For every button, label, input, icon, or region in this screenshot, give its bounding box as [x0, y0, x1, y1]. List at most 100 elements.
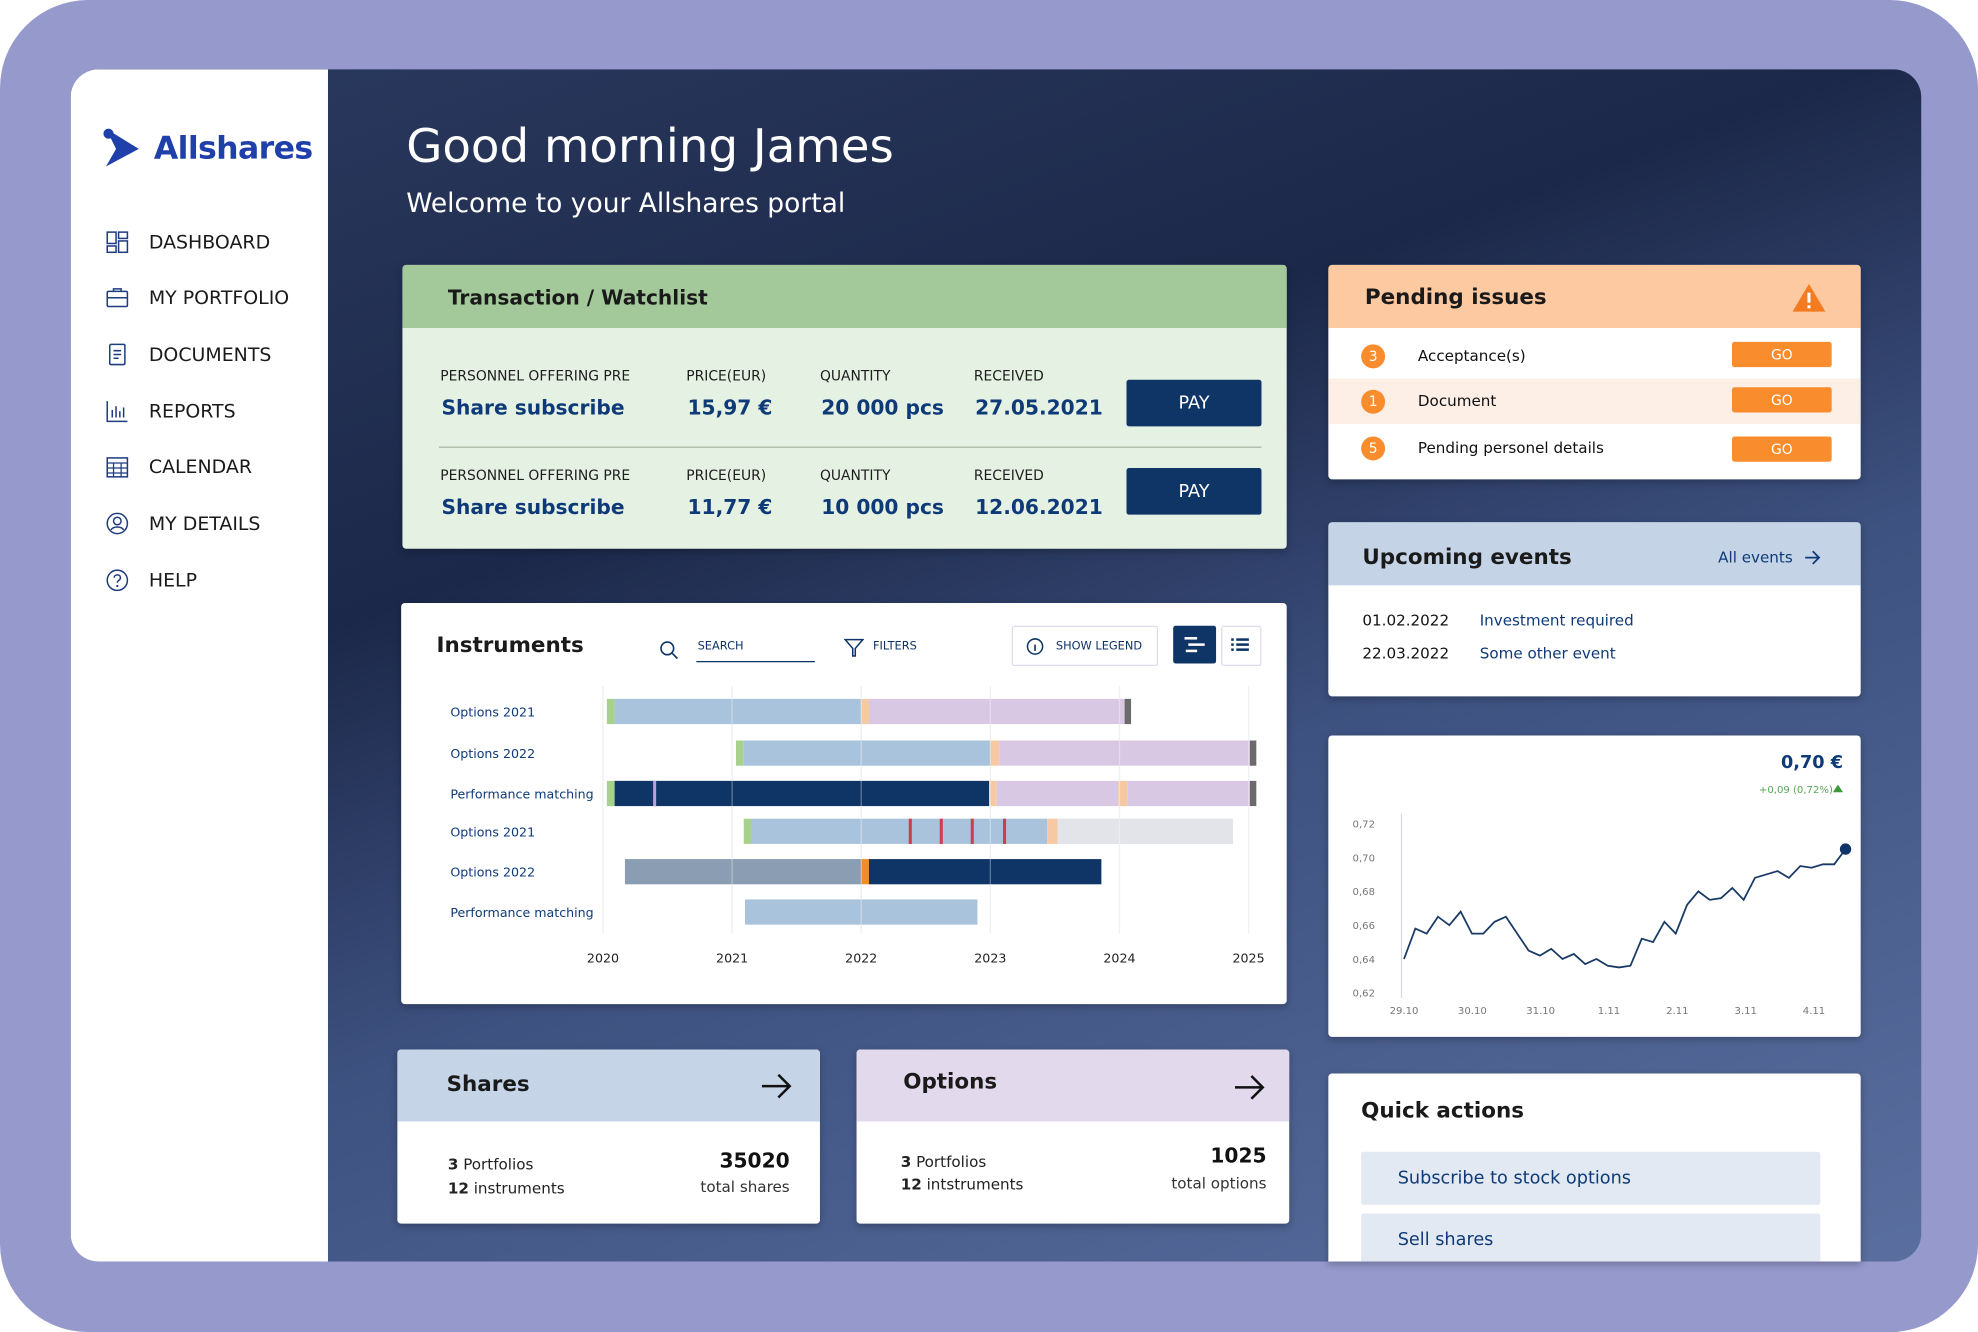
card-header	[856, 1049, 1290, 1122]
gantt-segment	[1249, 780, 1257, 807]
price-label: PRICE(EUR)	[686, 467, 767, 484]
search-input[interactable]: SEARCH	[697, 640, 744, 654]
quantity-value: 20 000 pcs	[821, 395, 944, 420]
search-underline	[696, 661, 815, 663]
price-label: PRICE(EUR)	[686, 367, 767, 385]
row-label: Options 2021	[450, 824, 535, 839]
gantt-segment	[614, 698, 862, 725]
gantt-segment	[1127, 780, 1250, 807]
x-tick-label: 2023	[974, 951, 1006, 966]
last-point	[1839, 843, 1852, 855]
card-title: Quick actions	[1361, 1098, 1524, 1124]
issue-label: Document	[1417, 392, 1497, 410]
action-button[interactable]	[1361, 1213, 1821, 1262]
y-tick-label: 0,70	[1353, 853, 1375, 864]
quantity-label: QUANTITY	[819, 367, 891, 385]
row-label: Options 2021	[450, 705, 535, 720]
arrow-icon	[761, 1073, 792, 1099]
row-label: Performance matching	[450, 787, 593, 802]
go-button[interactable]: GO	[1732, 387, 1832, 413]
gantt-segment	[1249, 740, 1257, 766]
gantt-marker	[970, 818, 974, 844]
gantt-segment	[735, 740, 744, 766]
pay-button[interactable]: PAY	[1126, 379, 1262, 427]
instruments: 12 instruments	[448, 1179, 565, 1197]
received-value: 12.06.2021	[975, 495, 1103, 520]
received-label: RECEIVED	[973, 367, 1044, 385]
gantt-segment	[868, 859, 1102, 885]
nav-item[interactable]: DOCUMENTS	[148, 343, 272, 366]
arrow-icon	[1234, 1075, 1265, 1100]
pay-button[interactable]: PAY	[1126, 468, 1262, 515]
go-button[interactable]: GO	[1732, 341, 1832, 368]
x-tick-label: 2025	[1233, 951, 1265, 966]
x-tick-label: 2024	[1103, 951, 1135, 966]
offering-value: Share subscribe	[441, 395, 625, 420]
logo-icon	[103, 128, 139, 167]
instruments-card: Instruments SEARCH FILTERS SHOW LEGEND 2…	[401, 602, 1287, 1005]
total-label: total shares	[700, 1178, 790, 1196]
nav-item[interactable]: HELP	[148, 568, 198, 592]
x-tick-label: 2020	[587, 951, 619, 966]
received-label: RECEIVED	[973, 467, 1044, 484]
gantt-segment	[1057, 818, 1234, 844]
legend-button[interactable]	[1011, 625, 1159, 667]
row-label: Performance matching	[450, 905, 593, 920]
event-date: 01.02.2022	[1362, 611, 1450, 630]
sidebar	[70, 69, 328, 1262]
count: 3	[447, 1155, 459, 1174]
filters-button[interactable]: FILTERS	[872, 640, 917, 654]
gantt-marker	[908, 818, 912, 844]
options-card[interactable]: Options 3 Portfolios 12 intstruments 102…	[856, 1049, 1290, 1224]
card-header	[402, 264, 1287, 328]
x-tick-label: 29.10	[1390, 1006, 1419, 1017]
count-badge: 3	[1361, 344, 1386, 369]
gantt-marker	[653, 780, 657, 807]
all-events-link[interactable]: All events	[1718, 548, 1793, 567]
nav-item[interactable]: REPORTS	[148, 399, 236, 423]
event-date: 22.03.2022	[1362, 644, 1450, 663]
action-label: Subscribe to stock options	[1397, 1168, 1631, 1189]
brand: Allshares	[153, 129, 313, 166]
nav-icon	[106, 569, 129, 592]
y-tick-label: 0,66	[1353, 921, 1375, 932]
price-value: 11,77 €	[687, 495, 773, 520]
nav-item[interactable]: MY DETAILS	[148, 512, 261, 535]
card-title: Options	[903, 1069, 998, 1095]
total-label: total options	[1171, 1174, 1267, 1193]
label: instruments	[473, 1179, 565, 1198]
issue-label: Acceptance(s)	[1417, 346, 1526, 365]
gantt-icon	[1184, 637, 1205, 653]
issue-label: Pending personel details	[1417, 438, 1604, 457]
action-label: Sell shares	[1397, 1229, 1494, 1251]
shares-card[interactable]: Shares 3 Portfolios 12 instruments 35020…	[397, 1049, 820, 1224]
nav-icon	[106, 231, 129, 254]
arrow-icon	[1805, 550, 1821, 565]
event-name[interactable]: Investment required	[1479, 611, 1634, 630]
pending-card: Pending issues 3 Acceptance(s) GO 1 Document…	[1328, 264, 1861, 480]
go-button[interactable]: GO	[1732, 436, 1832, 462]
price: 0,70 €	[1780, 753, 1844, 774]
nav-item[interactable]: DASHBOARD	[148, 230, 271, 254]
gantt-segment	[1118, 780, 1128, 807]
x-tick-label: 30.10	[1458, 1006, 1487, 1017]
event-name[interactable]: Some other event	[1479, 644, 1616, 663]
x-tick-label: 3.11	[1734, 1006, 1756, 1017]
gantt-segment	[606, 780, 615, 807]
portfolios: 3 Portfolios	[448, 1156, 534, 1174]
total: 1025	[1210, 1143, 1267, 1168]
list-view-toggle[interactable]	[1221, 625, 1262, 667]
nav-item[interactable]: MY PORTFOLIO	[148, 286, 290, 310]
nav-item[interactable]: CALENDAR	[148, 455, 253, 479]
action-button[interactable]	[1361, 1151, 1821, 1205]
label: intstruments	[926, 1175, 1024, 1194]
line-chart: 0,72 0,70 0,68 0,66 0,64 0,62 29.10 30.10 31.10 1…	[1353, 813, 1852, 1017]
quantity-label: QUANTITY	[819, 467, 891, 484]
total: 35020	[719, 1148, 790, 1173]
quantity-value: 10 000 pcs	[821, 495, 944, 520]
info-icon	[1026, 638, 1044, 655]
row-label: Options 2022	[450, 865, 535, 880]
label: Portfolios	[463, 1155, 534, 1174]
divider	[438, 446, 1262, 448]
